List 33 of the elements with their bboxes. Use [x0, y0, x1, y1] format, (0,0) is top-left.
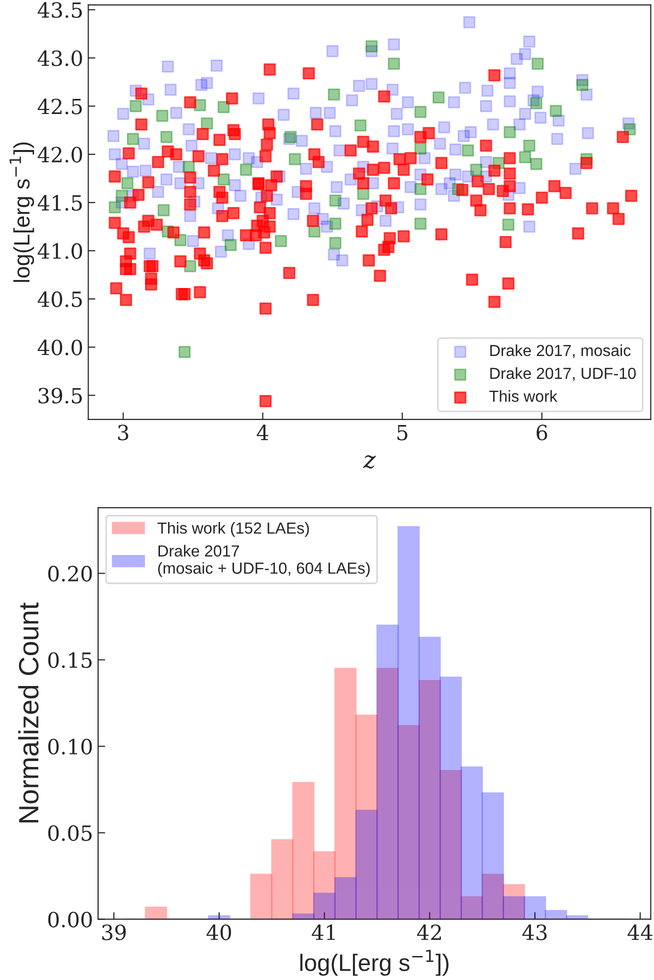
y-tick-label: 40.0: [38, 340, 82, 356]
y-tick-label: 41.5: [38, 194, 82, 211]
y-tick-label: 0.15: [48, 652, 92, 668]
y-tick-label: 39.5: [38, 388, 82, 404]
x-tick-label: 4: [256, 424, 268, 440]
y-axis-title: log(L[erg s$^{−1}$]): [10, 142, 34, 282]
y-tick-label: 0.05: [48, 825, 92, 841]
x-tick-label: 6: [536, 424, 548, 440]
x-tick-label: 44: [628, 924, 652, 940]
x-tick-label: 39: [102, 924, 126, 940]
x-tick-label: 42: [417, 924, 441, 940]
x-axis-title: z: [363, 455, 376, 469]
x-tick-label: 41: [312, 924, 335, 940]
x-tick-label: 5: [397, 424, 408, 440]
y-tick-label: 0.20: [48, 566, 92, 582]
y-tick-label: 0.10: [48, 738, 92, 755]
y-tick-label: 40.5: [38, 291, 82, 308]
legend-label: This work: [489, 390, 558, 402]
legend-label: Drake 2017, UDF-10: [490, 367, 636, 381]
y-tick-label: 0.00: [48, 912, 92, 928]
x-tick-label: 43: [522, 924, 547, 940]
x-tick-label: 3: [118, 424, 128, 440]
legend-label: Drake 2017 (mosaic + UDF-10, 604 LAEs): [158, 544, 370, 577]
x-axis-title: log(L[erg s$^{−1}$]): [300, 950, 448, 976]
x-tick-label: 40: [206, 924, 232, 940]
y-tick-label: 42.5: [38, 98, 82, 114]
y-tick-label: 43.5: [38, 2, 82, 18]
legend-label: This work (152 LAEs): [158, 522, 309, 537]
y-tick-label: 43.0: [38, 50, 82, 66]
y-axis-title: Normalized Count: [18, 602, 39, 822]
legend-label: Drake 2017, mosaic: [490, 344, 631, 358]
y-tick-label: 41.0: [38, 243, 82, 259]
y-tick-label: 42.0: [38, 146, 82, 163]
